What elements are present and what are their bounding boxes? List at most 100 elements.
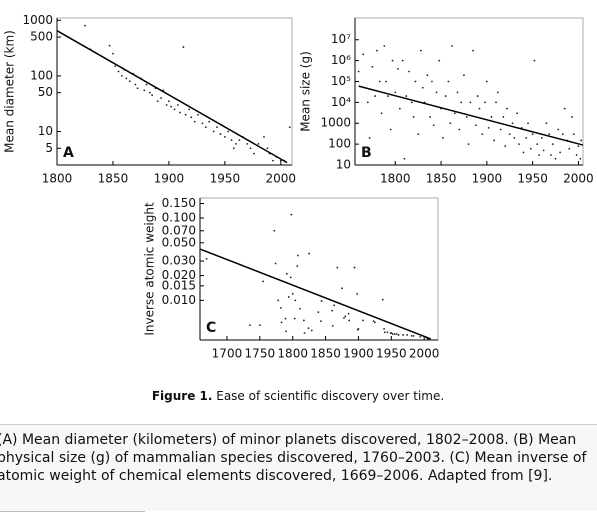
caption: (A) Mean diameter (kilometers) of minor … [0, 424, 597, 511]
point [343, 317, 345, 319]
point [188, 108, 190, 111]
point [453, 112, 456, 115]
x-tick-label: 1750 [245, 347, 276, 361]
point [145, 83, 148, 86]
y-tick-label: 100 [30, 68, 53, 82]
point [288, 126, 291, 129]
point [347, 312, 350, 315]
y-tick-label: 10 [336, 158, 351, 172]
point [548, 133, 551, 136]
point [235, 142, 237, 145]
point [376, 49, 378, 52]
point [432, 124, 435, 127]
point [366, 101, 369, 104]
point [391, 333, 394, 335]
panel-label: C [206, 320, 216, 336]
point [550, 154, 552, 156]
caption-line: physical size (g) of mammalian species d… [0, 450, 587, 466]
y-tick-label: 100 [328, 137, 351, 151]
point [331, 309, 334, 312]
point [208, 120, 211, 123]
point [216, 126, 218, 129]
point [420, 49, 422, 52]
point [563, 107, 566, 110]
trend-line [56, 30, 287, 163]
y-axis-label: Inverse atomic weight [143, 202, 157, 336]
point [389, 128, 392, 131]
point [390, 332, 393, 335]
point [289, 276, 292, 279]
y-tick-label: 0.050 [162, 235, 196, 249]
point [227, 130, 230, 133]
point [502, 116, 505, 118]
point [545, 122, 548, 125]
point [262, 280, 265, 283]
point [449, 122, 452, 125]
point [414, 80, 417, 83]
point [577, 145, 580, 148]
point [344, 315, 347, 318]
point [540, 136, 543, 139]
point [223, 136, 226, 138]
point [307, 327, 310, 330]
point [303, 332, 306, 335]
point [280, 321, 283, 324]
y-tick-label: 0.010 [162, 293, 196, 307]
point [580, 139, 583, 142]
point [246, 142, 249, 145]
point [197, 113, 199, 116]
point [442, 136, 444, 139]
point [472, 49, 475, 52]
point [362, 319, 364, 322]
point [297, 254, 299, 257]
point [495, 101, 497, 104]
figure-caption: Figure 1. Ease of scientific discovery o… [152, 389, 444, 403]
point [290, 213, 293, 216]
point [279, 306, 282, 309]
x-tick-label: 1900 [343, 347, 374, 361]
point [136, 87, 139, 90]
point [230, 139, 233, 142]
point [179, 111, 181, 114]
point [212, 130, 215, 133]
point [108, 44, 111, 47]
point [356, 292, 359, 295]
point [403, 157, 406, 160]
point [421, 86, 424, 89]
point [128, 80, 131, 83]
point [410, 101, 413, 104]
point [387, 95, 389, 97]
point [383, 331, 386, 334]
point [249, 324, 251, 327]
point [258, 324, 261, 327]
point [143, 89, 146, 92]
point [426, 74, 429, 77]
point [398, 107, 401, 110]
point [331, 324, 334, 327]
point [287, 296, 290, 298]
point [506, 107, 508, 110]
y-tick-label: 10⁴ [331, 95, 351, 109]
point [348, 319, 351, 322]
point [469, 101, 472, 104]
y-tick-label: 1000 [22, 13, 53, 27]
point [381, 298, 384, 301]
point [516, 112, 518, 115]
x-tick-label: 1850 [426, 172, 457, 186]
y-tick-label: 0.030 [162, 254, 196, 268]
point [447, 80, 450, 83]
point [536, 143, 539, 146]
y-tick-label: 1000 [320, 116, 351, 130]
point [291, 292, 294, 295]
separator [0, 511, 145, 512]
point [391, 59, 394, 62]
point [386, 331, 389, 334]
point [320, 300, 323, 302]
point [579, 157, 582, 160]
point [402, 334, 405, 336]
figure-text: Ease of scientific discovery over time. [212, 389, 444, 403]
point [529, 147, 532, 150]
point [406, 334, 408, 336]
y-tick-label: 0.015 [162, 278, 196, 292]
point [487, 126, 490, 129]
